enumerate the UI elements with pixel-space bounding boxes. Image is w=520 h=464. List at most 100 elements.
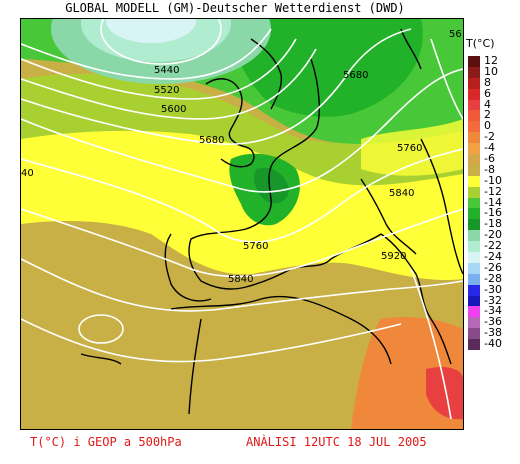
legend-swatch xyxy=(468,197,480,209)
legend-title: T(°C) xyxy=(466,37,495,50)
legend-swatch xyxy=(468,186,480,198)
temperature-field: 5440 5520 5600 5680 5680 5760 5760 5840 … xyxy=(21,19,463,429)
legend-label: -30 xyxy=(484,282,502,296)
legend-entry: -22 xyxy=(468,239,518,253)
legend-entry: 12 xyxy=(468,54,518,67)
legend-label: -2 xyxy=(484,130,495,144)
legend-entry: -38 xyxy=(468,326,518,340)
contour-label: 5920 xyxy=(381,251,406,262)
contour-label: 5520 xyxy=(154,85,179,96)
contour-label: 5680 xyxy=(199,135,224,146)
legend-entry: -30 xyxy=(468,282,518,296)
contour-labels: 5440 5520 5600 5680 5680 5760 5760 5840 … xyxy=(21,29,462,285)
legend-entry: -34 xyxy=(468,304,518,318)
legend-label: 2 xyxy=(484,108,491,122)
legend-entry: 10 xyxy=(468,64,518,78)
legend-label: -26 xyxy=(484,260,502,274)
legend-swatch xyxy=(468,339,480,351)
legend-label: 10 xyxy=(484,64,498,78)
legend-label: 0 xyxy=(484,119,491,133)
legend-entry: -18 xyxy=(468,217,518,231)
legend-entry: -36 xyxy=(468,315,518,329)
legend-label: -14 xyxy=(484,195,502,209)
legend-label: -20 xyxy=(484,228,502,242)
legend-label: -24 xyxy=(484,250,502,264)
weather-map: 5440 5520 5600 5680 5680 5760 5760 5840 … xyxy=(20,18,464,430)
legend-swatch xyxy=(468,110,480,122)
legend-label: -36 xyxy=(484,315,502,329)
legend-swatch xyxy=(468,77,480,89)
contour-label: 5760 xyxy=(397,143,422,154)
legend-swatch xyxy=(468,164,480,176)
legend-label: -6 xyxy=(484,152,495,166)
legend-entry: -12 xyxy=(468,184,518,198)
legend-entry: -26 xyxy=(468,260,518,274)
legend-swatch xyxy=(468,132,480,144)
footer: T(°C) i GEOP a 500hPa ANÀLISI 12UTC 18 J… xyxy=(20,434,470,450)
legend-swatch xyxy=(468,284,480,296)
legend-label: -18 xyxy=(484,217,502,231)
legend-entry: -8 xyxy=(468,162,518,176)
contour-label: 40 xyxy=(21,168,34,179)
legend-swatch xyxy=(468,175,480,187)
legend-entry: 8 xyxy=(468,75,518,89)
legend-entry: -40 xyxy=(468,337,518,351)
legend-entry: -20 xyxy=(468,228,518,242)
legend-label: -28 xyxy=(484,271,502,285)
legend-label: -22 xyxy=(484,239,502,253)
contour-label: 5840 xyxy=(228,274,253,285)
legend-label: 8 xyxy=(484,75,491,89)
legend-entry: 2 xyxy=(468,108,518,122)
legend-entry: 4 xyxy=(468,97,518,111)
legend-entry: -32 xyxy=(468,293,518,307)
legend-label: -32 xyxy=(484,293,502,307)
legend-swatch xyxy=(468,121,480,133)
legend-swatch xyxy=(468,252,480,263)
legend-swatch xyxy=(468,295,480,307)
legend-swatch xyxy=(468,241,480,253)
contour-label: 5600 xyxy=(161,104,186,115)
legend-label: 6 xyxy=(484,86,491,100)
legend-swatch xyxy=(468,328,480,340)
legend-entry: -2 xyxy=(468,130,518,144)
legend-entry: -14 xyxy=(468,195,518,209)
legend-label: -8 xyxy=(484,162,495,176)
contour-label: 5680 xyxy=(343,70,368,81)
legend-label: -4 xyxy=(484,141,495,155)
legend-swatch xyxy=(468,273,480,285)
legend-swatch xyxy=(468,262,480,274)
legend-entry: -10 xyxy=(468,173,518,187)
contour-label: 5440 xyxy=(154,65,179,76)
contour-label: 5760 xyxy=(243,241,268,252)
legend-swatch xyxy=(468,306,480,318)
legend-swatch xyxy=(468,56,480,67)
legend-swatch xyxy=(468,219,480,231)
legend-entry: -28 xyxy=(468,271,518,285)
temperature-legend: 12 10 8 6 4 2 0 -2 -4 -6 -8 -10 -12 -14 -16 -18 -20 -22 -2… xyxy=(468,54,518,351)
map-title: GLOBAL MODELL (GM)-Deutscher Wetterdiens… xyxy=(65,1,405,15)
legend-label: -38 xyxy=(484,326,502,340)
contour-label: 56 xyxy=(449,29,462,40)
legend-swatch xyxy=(468,230,480,242)
legend-swatch xyxy=(468,66,480,78)
legend-swatch xyxy=(468,143,480,155)
legend-entry: -16 xyxy=(468,206,518,220)
legend-label: 4 xyxy=(484,97,491,111)
legend-label: -16 xyxy=(484,206,502,220)
legend-swatch xyxy=(468,154,480,165)
legend-entry: -24 xyxy=(468,250,518,264)
legend-label: -10 xyxy=(484,173,502,187)
footer-variable: T(°C) i GEOP a 500hPa xyxy=(30,435,182,449)
footer-analysis-time: ANÀLISI 12UTC 18 JUL 2005 xyxy=(246,435,427,449)
legend-label: -34 xyxy=(484,304,502,318)
legend-label: -12 xyxy=(484,184,502,198)
legend-entry: 6 xyxy=(468,86,518,100)
legend-swatch xyxy=(468,317,480,329)
legend-label: -40 xyxy=(484,337,502,351)
legend-entry: 0 xyxy=(468,119,518,133)
legend-label: 12 xyxy=(484,54,498,67)
legend-entry: -4 xyxy=(468,141,518,155)
legend-swatch xyxy=(468,208,480,220)
legend-swatch xyxy=(468,88,480,100)
legend-swatch xyxy=(468,99,480,111)
